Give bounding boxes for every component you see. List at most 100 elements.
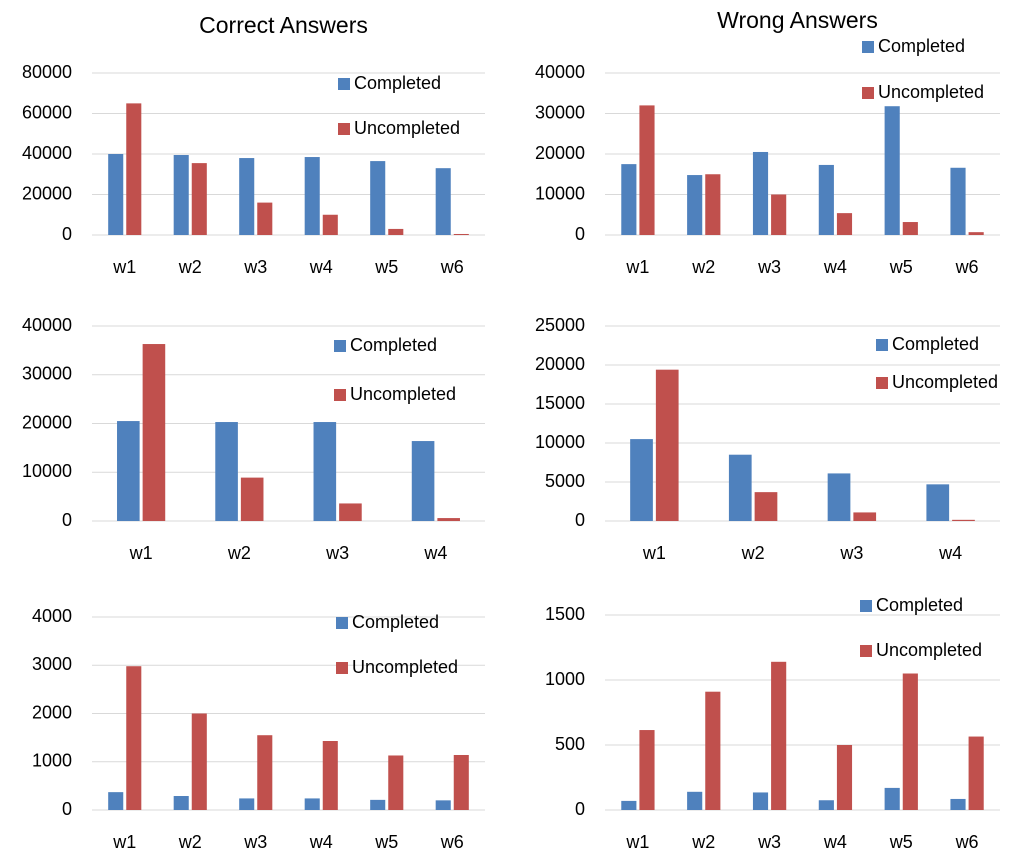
y-tick-label: 15000: [535, 393, 585, 413]
legend-swatch: [338, 123, 350, 135]
x-tick-label: w2: [741, 543, 765, 563]
x-tick-label: w5: [889, 257, 913, 277]
x-tick-label: w3: [243, 832, 267, 852]
x-tick-label: w6: [955, 832, 979, 852]
bar: [437, 518, 460, 521]
chart-title: Correct Answers: [199, 12, 368, 38]
bar: [117, 421, 140, 521]
legend-label: Uncompleted: [878, 82, 984, 102]
legend-swatch: [876, 377, 888, 389]
bar: [239, 158, 255, 235]
bar: [313, 422, 337, 521]
legend-label: Completed: [892, 334, 979, 354]
bar: [950, 167, 966, 235]
x-tick-label: w3: [757, 257, 781, 277]
y-tick-label: 20000: [22, 183, 72, 203]
bar: [621, 800, 637, 810]
y-tick-label: 1000: [32, 751, 72, 771]
x-tick-label: w6: [440, 832, 464, 852]
bar: [771, 661, 787, 810]
x-tick-label: w2: [178, 257, 202, 277]
x-tick-label: w4: [423, 543, 447, 563]
y-tick-label: 4000: [32, 606, 72, 626]
bar: [754, 492, 778, 521]
y-tick-label: 30000: [22, 364, 72, 384]
y-tick-label: 20000: [535, 354, 585, 374]
y-tick-label: 1000: [545, 669, 585, 689]
bar: [257, 202, 273, 235]
bar: [902, 673, 918, 810]
x-tick-label: w2: [227, 543, 251, 563]
legend-label: Completed: [876, 595, 963, 615]
bar: [752, 792, 769, 810]
legend-label: Uncompleted: [354, 118, 460, 138]
y-tick-label: 0: [62, 510, 72, 530]
bar: [818, 800, 834, 810]
x-tick-label: w5: [374, 257, 398, 277]
bar: [705, 691, 721, 810]
x-tick-label: w2: [691, 832, 715, 852]
bar: [902, 222, 918, 235]
y-tick-label: 0: [575, 224, 585, 244]
bar: [968, 232, 984, 235]
bar: [257, 735, 273, 810]
legend-label: Completed: [354, 73, 441, 93]
bar: [370, 161, 386, 235]
bar: [687, 175, 703, 235]
bar: [322, 741, 338, 810]
legend-swatch: [338, 78, 350, 90]
y-tick-label: 0: [575, 799, 585, 819]
bar: [411, 441, 435, 521]
bar: [126, 666, 142, 810]
y-tick-label: 20000: [535, 143, 585, 163]
x-tick-label: w4: [823, 832, 847, 852]
bar: [771, 194, 787, 235]
legend-label: Uncompleted: [892, 372, 998, 392]
bar: [339, 503, 362, 521]
bar: [950, 798, 966, 810]
bar: [687, 791, 703, 810]
bar: [752, 151, 769, 235]
y-tick-label: 1500: [545, 604, 585, 624]
bar: [435, 800, 451, 810]
legend-label: Completed: [350, 335, 437, 355]
y-tick-label: 10000: [535, 183, 585, 203]
x-tick-label: w4: [309, 257, 333, 277]
legend-swatch: [334, 389, 346, 401]
x-tick-label: w6: [440, 257, 464, 277]
x-tick-label: w4: [823, 257, 847, 277]
y-tick-label: 3000: [32, 654, 72, 674]
y-tick-label: 2000: [32, 702, 72, 722]
bar: [630, 439, 653, 521]
y-tick-label: 5000: [545, 471, 585, 491]
legend-label: Uncompleted: [876, 640, 982, 660]
y-tick-label: 10000: [535, 432, 585, 452]
bar: [884, 787, 900, 810]
legend-label: Completed: [352, 612, 439, 632]
y-tick-label: 20000: [22, 412, 72, 432]
bar: [304, 157, 320, 235]
legend-swatch: [336, 662, 348, 674]
x-tick-label: w5: [889, 832, 913, 852]
legend-swatch: [862, 41, 874, 53]
x-tick-label: w4: [938, 543, 962, 563]
legend-swatch: [336, 617, 348, 629]
x-tick-label: w2: [178, 832, 202, 852]
bar: [853, 512, 877, 521]
y-tick-label: 0: [62, 799, 72, 819]
bar: [304, 798, 320, 810]
x-tick-label: w3: [757, 832, 781, 852]
bar: [621, 164, 637, 235]
x-tick-label: w1: [642, 543, 666, 563]
bar: [435, 168, 451, 235]
x-tick-label: w6: [955, 257, 979, 277]
legend-swatch: [876, 339, 888, 351]
y-tick-label: 10000: [22, 461, 72, 481]
bar: [191, 163, 207, 235]
legend-label: Uncompleted: [352, 657, 458, 677]
legend-label: Uncompleted: [350, 384, 456, 404]
bar: [836, 213, 853, 235]
x-tick-label: w3: [243, 257, 267, 277]
y-tick-label: 25000: [535, 315, 585, 335]
